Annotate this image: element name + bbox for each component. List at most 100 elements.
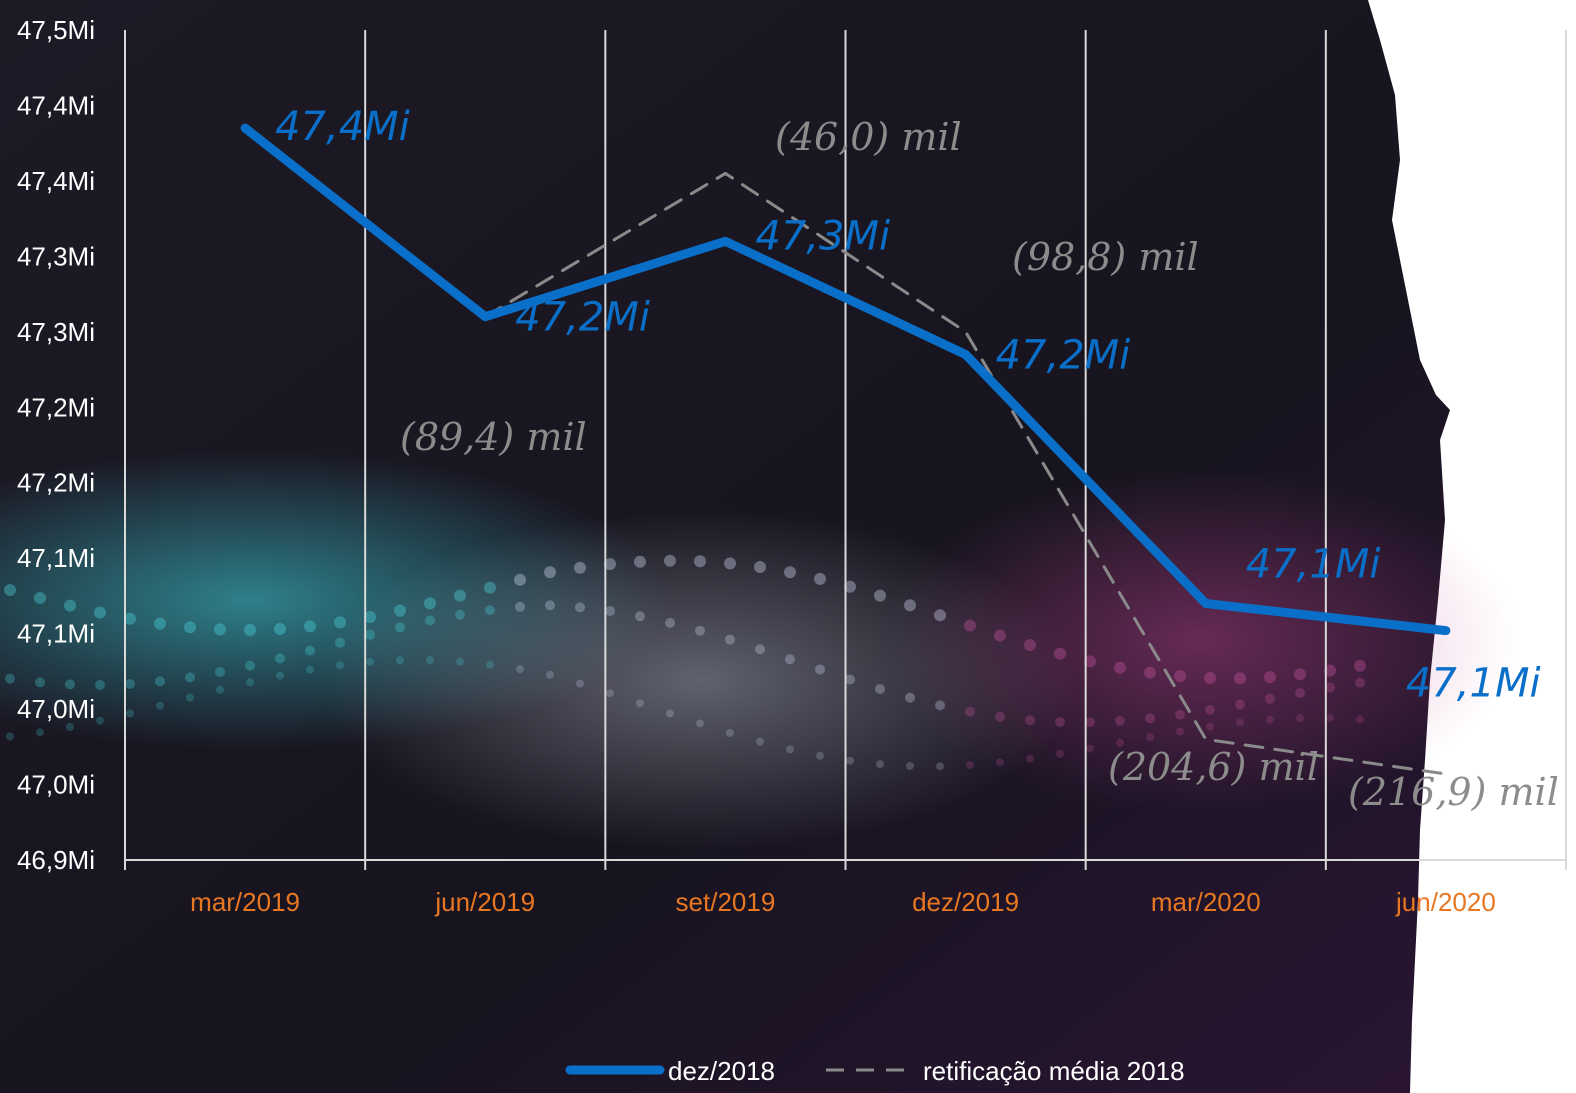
particle-dot [725,634,735,645]
particle-dot [696,719,704,728]
particle-dot [1236,718,1244,727]
particle-dot [1054,647,1066,660]
particle-dot [186,693,194,702]
y-tick-label: 47,5Mi [17,15,95,45]
particle-dot [1205,704,1215,715]
particle-dot [995,711,1005,722]
particle-dot [814,572,826,585]
data-label-dez2018: 47,1Mi [1406,661,1541,707]
particle-dot [874,589,886,602]
particle-dot [1114,661,1126,674]
particle-dot [1324,664,1336,677]
particle-dot [515,601,525,612]
particle-dot [996,758,1004,767]
particle-dot [425,615,435,626]
particle-dot [994,629,1006,642]
particle-dot [965,706,975,717]
particle-dot [1266,715,1274,724]
data-labels: 47,4Mi 47,2Mi 47,3Mi 47,2Mi 47,1Mi 47,1Mi (89,… [275,104,1559,814]
data-label-dez2018: 47,4Mi [275,104,410,150]
y-tick-label: 47,3Mi [17,317,95,347]
particle-dot [726,728,734,737]
particle-dot [184,621,196,634]
particle-dot [756,737,764,746]
particle-dot [246,678,254,687]
particle-dot [1085,717,1095,728]
particle-dot [1055,716,1065,727]
particle-dot [485,605,495,616]
particle-dot [934,609,946,622]
y-tick-label: 47,4Mi [17,90,95,120]
particle-dot [604,558,616,571]
particle-dot [754,561,766,574]
particle-dot [544,566,556,579]
particle-dot [216,685,224,694]
x-tick-label: mar/2020 [1151,887,1261,917]
particle-dot [1204,671,1216,684]
particle-dot [156,701,164,710]
particle-dot [935,700,945,711]
data-label-retificacao: (216,9) mil [1348,770,1559,814]
particle-dot [1265,693,1275,704]
legend-label-dez2018: dez/2018 [668,1056,775,1086]
particle-dot [334,616,346,629]
particle-dot [35,677,45,688]
data-label-dez2018: 47,2Mi [996,332,1131,378]
particle-dot [426,656,434,665]
particle-dot [846,756,854,765]
y-tick-label: 47,0Mi [17,770,95,800]
particle-dot [575,602,585,613]
particle-dot [396,656,404,665]
data-label-dez2018: 47,1Mi [1246,541,1381,587]
particle-dot [1084,655,1096,668]
particle-dot [454,589,466,602]
particle-dot [1235,699,1245,710]
legend-label-retificacao: retificação média 2018 [923,1056,1185,1086]
particle-dot [66,723,74,732]
y-tick-label: 47,1Mi [17,619,95,649]
particle-dot [34,591,46,604]
data-label-retificacao: (98,8) mil [1012,235,1199,279]
particle-dot [1264,670,1276,683]
particle-dot [694,555,706,568]
particle-dot [94,606,106,619]
particle-dot [65,679,75,690]
particle-dot [275,653,285,664]
particle-dot [1325,682,1335,693]
data-label-dez2018: 47,3Mi [755,213,890,259]
particle-dot [486,660,494,669]
particle-dot [1294,668,1306,681]
particle-dot [456,657,464,666]
particle-dot [305,645,315,656]
particle-dot [274,622,286,635]
particle-dot [304,620,316,633]
particle-dot [484,581,496,594]
particle-dot [605,606,615,617]
x-tick-label: jun/2020 [1395,887,1496,917]
particle-dot [576,679,584,688]
particle-dot [904,599,916,612]
y-tick-label: 47,2Mi [17,468,95,498]
y-tick-label: 46,9Mi [17,845,95,875]
particle-dot [786,745,794,754]
particle-dot [244,623,256,636]
particle-dot [905,692,915,703]
legend: dez/2018 retificação média 2018 [565,1056,1185,1086]
particle-dot [455,609,465,620]
particle-dot [336,661,344,670]
data-label-retificacao: (204,6) mil [1108,745,1319,789]
y-tick-label: 47,4Mi [17,166,95,196]
particle-dot [1116,738,1124,747]
particle-dot [1175,709,1185,720]
particle-dot [214,623,226,636]
particle-dot [665,617,675,628]
particle-dot [1056,749,1064,758]
particle-dot [784,566,796,579]
particle-dot [875,683,885,694]
particle-dot [876,760,884,769]
particle-dot [185,672,195,683]
particle-dot [1355,677,1365,688]
particle-dot [335,637,345,648]
particle-wave-pattern [4,554,1366,771]
x-axis: mar/2019 jun/2019 set/2019 dez/2019 mar/2020… [124,859,1567,917]
